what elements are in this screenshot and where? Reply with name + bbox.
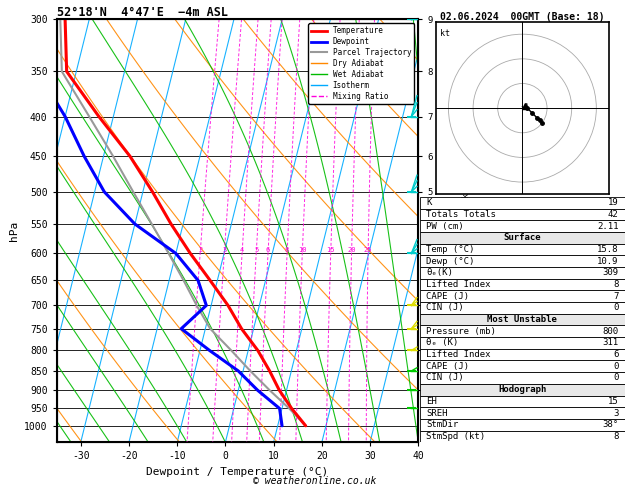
- Bar: [420, 220, 625, 232]
- Text: 6: 6: [613, 350, 618, 359]
- Text: 8: 8: [613, 432, 618, 441]
- Text: Temp (°C): Temp (°C): [426, 245, 475, 254]
- Text: 42: 42: [608, 210, 618, 219]
- Bar: [420, 326, 625, 337]
- Bar: [420, 431, 625, 442]
- Text: 10.9: 10.9: [597, 257, 618, 266]
- Text: 8: 8: [285, 247, 289, 253]
- Bar: [420, 302, 625, 313]
- Text: 309: 309: [603, 268, 618, 278]
- Text: 5: 5: [254, 247, 259, 253]
- Bar: [420, 372, 625, 384]
- Text: θₑ (K): θₑ (K): [426, 338, 459, 347]
- Text: 800: 800: [603, 327, 618, 336]
- X-axis label: Dewpoint / Temperature (°C): Dewpoint / Temperature (°C): [147, 467, 328, 477]
- Text: 0: 0: [613, 303, 618, 312]
- Text: © weatheronline.co.uk: © weatheronline.co.uk: [253, 476, 376, 486]
- Text: 311: 311: [603, 338, 618, 347]
- Text: 10: 10: [298, 247, 306, 253]
- Text: Hodograph: Hodograph: [498, 385, 547, 394]
- Bar: [420, 232, 625, 243]
- Text: K: K: [426, 198, 431, 207]
- Text: 3: 3: [613, 409, 618, 417]
- Bar: [420, 407, 625, 419]
- Text: 0: 0: [613, 362, 618, 371]
- Text: 19: 19: [608, 198, 618, 207]
- Bar: [420, 337, 625, 349]
- Y-axis label: km
ASL: km ASL: [435, 220, 453, 242]
- Bar: [420, 361, 625, 372]
- Text: 0: 0: [613, 373, 618, 382]
- Text: CIN (J): CIN (J): [426, 373, 464, 382]
- Text: PW (cm): PW (cm): [426, 222, 464, 230]
- Text: θₑ(K): θₑ(K): [426, 268, 453, 278]
- Bar: [420, 290, 625, 302]
- Text: Mixing Ratio (g/kg): Mixing Ratio (g/kg): [462, 183, 470, 278]
- Text: 15.8: 15.8: [597, 245, 618, 254]
- Text: 3: 3: [222, 247, 226, 253]
- Text: Most Unstable: Most Unstable: [487, 315, 557, 324]
- Bar: [420, 313, 625, 326]
- Text: 52°18'N  4°47'E  −4m ASL: 52°18'N 4°47'E −4m ASL: [57, 6, 228, 19]
- Text: Lifted Index: Lifted Index: [426, 280, 491, 289]
- Text: EH: EH: [426, 397, 437, 406]
- Text: Pressure (mb): Pressure (mb): [426, 327, 496, 336]
- Text: 8: 8: [613, 280, 618, 289]
- Legend: Temperature, Dewpoint, Parcel Trajectory, Dry Adiabat, Wet Adiabat, Isotherm, Mi: Temperature, Dewpoint, Parcel Trajectory…: [308, 23, 415, 104]
- Bar: [420, 278, 625, 290]
- Text: CAPE (J): CAPE (J): [426, 362, 469, 371]
- Text: CAPE (J): CAPE (J): [426, 292, 469, 301]
- Text: 38°: 38°: [603, 420, 618, 429]
- Text: StmSpd (kt): StmSpd (kt): [426, 432, 486, 441]
- Text: Totals Totals: Totals Totals: [426, 210, 496, 219]
- Text: 6: 6: [266, 247, 270, 253]
- Text: 15: 15: [326, 247, 335, 253]
- Text: CIN (J): CIN (J): [426, 303, 464, 312]
- Bar: [420, 208, 625, 220]
- Text: 02.06.2024  00GMT (Base: 18): 02.06.2024 00GMT (Base: 18): [440, 12, 604, 22]
- Bar: [420, 255, 625, 267]
- Bar: [420, 396, 625, 407]
- Text: 7: 7: [613, 292, 618, 301]
- Text: Dewp (°C): Dewp (°C): [426, 257, 475, 266]
- Bar: [420, 349, 625, 361]
- Bar: [420, 243, 625, 255]
- Bar: [420, 267, 625, 278]
- Text: kt: kt: [440, 29, 450, 38]
- Text: 2: 2: [198, 247, 203, 253]
- Text: 25: 25: [364, 247, 372, 253]
- Text: SREH: SREH: [426, 409, 448, 417]
- Bar: [420, 419, 625, 431]
- Text: Lifted Index: Lifted Index: [426, 350, 491, 359]
- Text: LCL: LCL: [420, 406, 435, 415]
- Bar: [420, 197, 625, 208]
- Text: 15: 15: [608, 397, 618, 406]
- Text: 4: 4: [240, 247, 244, 253]
- Text: 2.11: 2.11: [597, 222, 618, 230]
- Text: Surface: Surface: [504, 233, 541, 242]
- Bar: [420, 384, 625, 396]
- Y-axis label: hPa: hPa: [9, 221, 18, 241]
- Text: StmDir: StmDir: [426, 420, 459, 429]
- Text: 20: 20: [347, 247, 356, 253]
